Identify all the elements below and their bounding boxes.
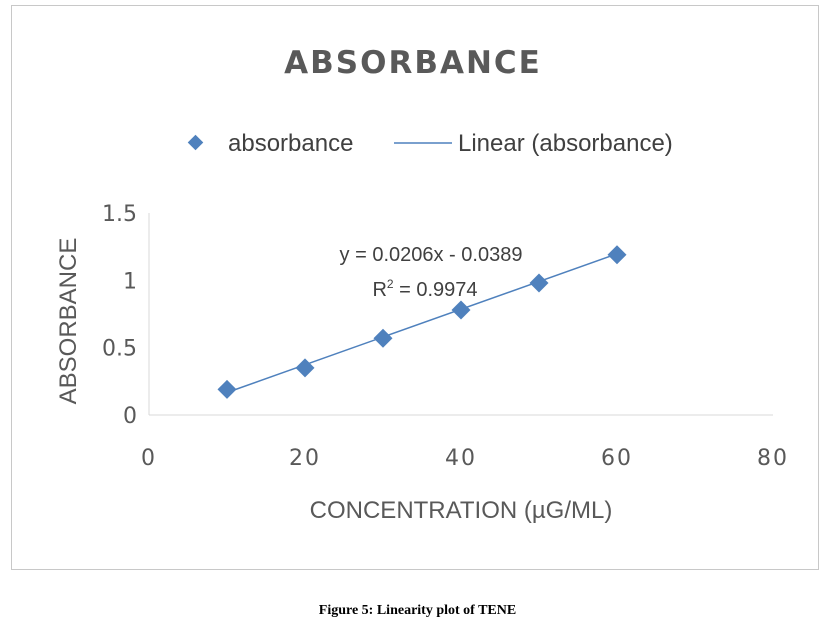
chart-title: ABSORBANCE	[284, 45, 542, 81]
data-points	[217, 245, 627, 399]
chart-frame: ABSORBANCE absorbance Linear (absorbance…	[11, 5, 819, 570]
x-axis-label: CONCENTRATION (µG/ML)	[310, 497, 613, 524]
legend-label-linear: Linear (absorbance)	[458, 130, 673, 157]
y-axis-label: ABSORBANCE	[55, 238, 82, 405]
r-squared-label: R2 = 0.9974	[372, 277, 477, 301]
chart-svg: ABSORBANCE absorbance Linear (absorbance…	[55, 45, 789, 524]
y-axis-ticks: 0 0.5 1 1.5	[102, 202, 137, 429]
trendline-equation: y = 0.0206x - 0.0389	[340, 244, 523, 266]
x-tick-label: 40	[445, 446, 477, 471]
legend-marker-diamond	[187, 134, 204, 151]
x-tick-label: 80	[757, 446, 789, 471]
data-point	[217, 379, 237, 399]
data-point	[451, 300, 471, 320]
y-tick-label: 0	[123, 404, 137, 429]
data-point	[529, 273, 549, 293]
y-tick-label: 1.5	[102, 202, 137, 227]
data-point	[373, 328, 393, 348]
data-point	[295, 358, 315, 378]
legend: absorbance Linear (absorbance)	[187, 130, 673, 157]
x-tick-label: 0	[141, 446, 157, 471]
trendline	[226, 253, 618, 394]
data-point	[607, 245, 627, 265]
x-axis-ticks: 0 20 40 60 80	[141, 446, 789, 471]
y-tick-label: 1	[123, 269, 137, 294]
x-tick-label: 20	[289, 446, 321, 471]
legend-label-absorbance: absorbance	[228, 130, 353, 157]
x-tick-label: 60	[601, 446, 633, 471]
y-tick-label: 0.5	[102, 337, 137, 362]
figure-caption: Figure 5: Linearity plot of TENE	[318, 603, 517, 618]
